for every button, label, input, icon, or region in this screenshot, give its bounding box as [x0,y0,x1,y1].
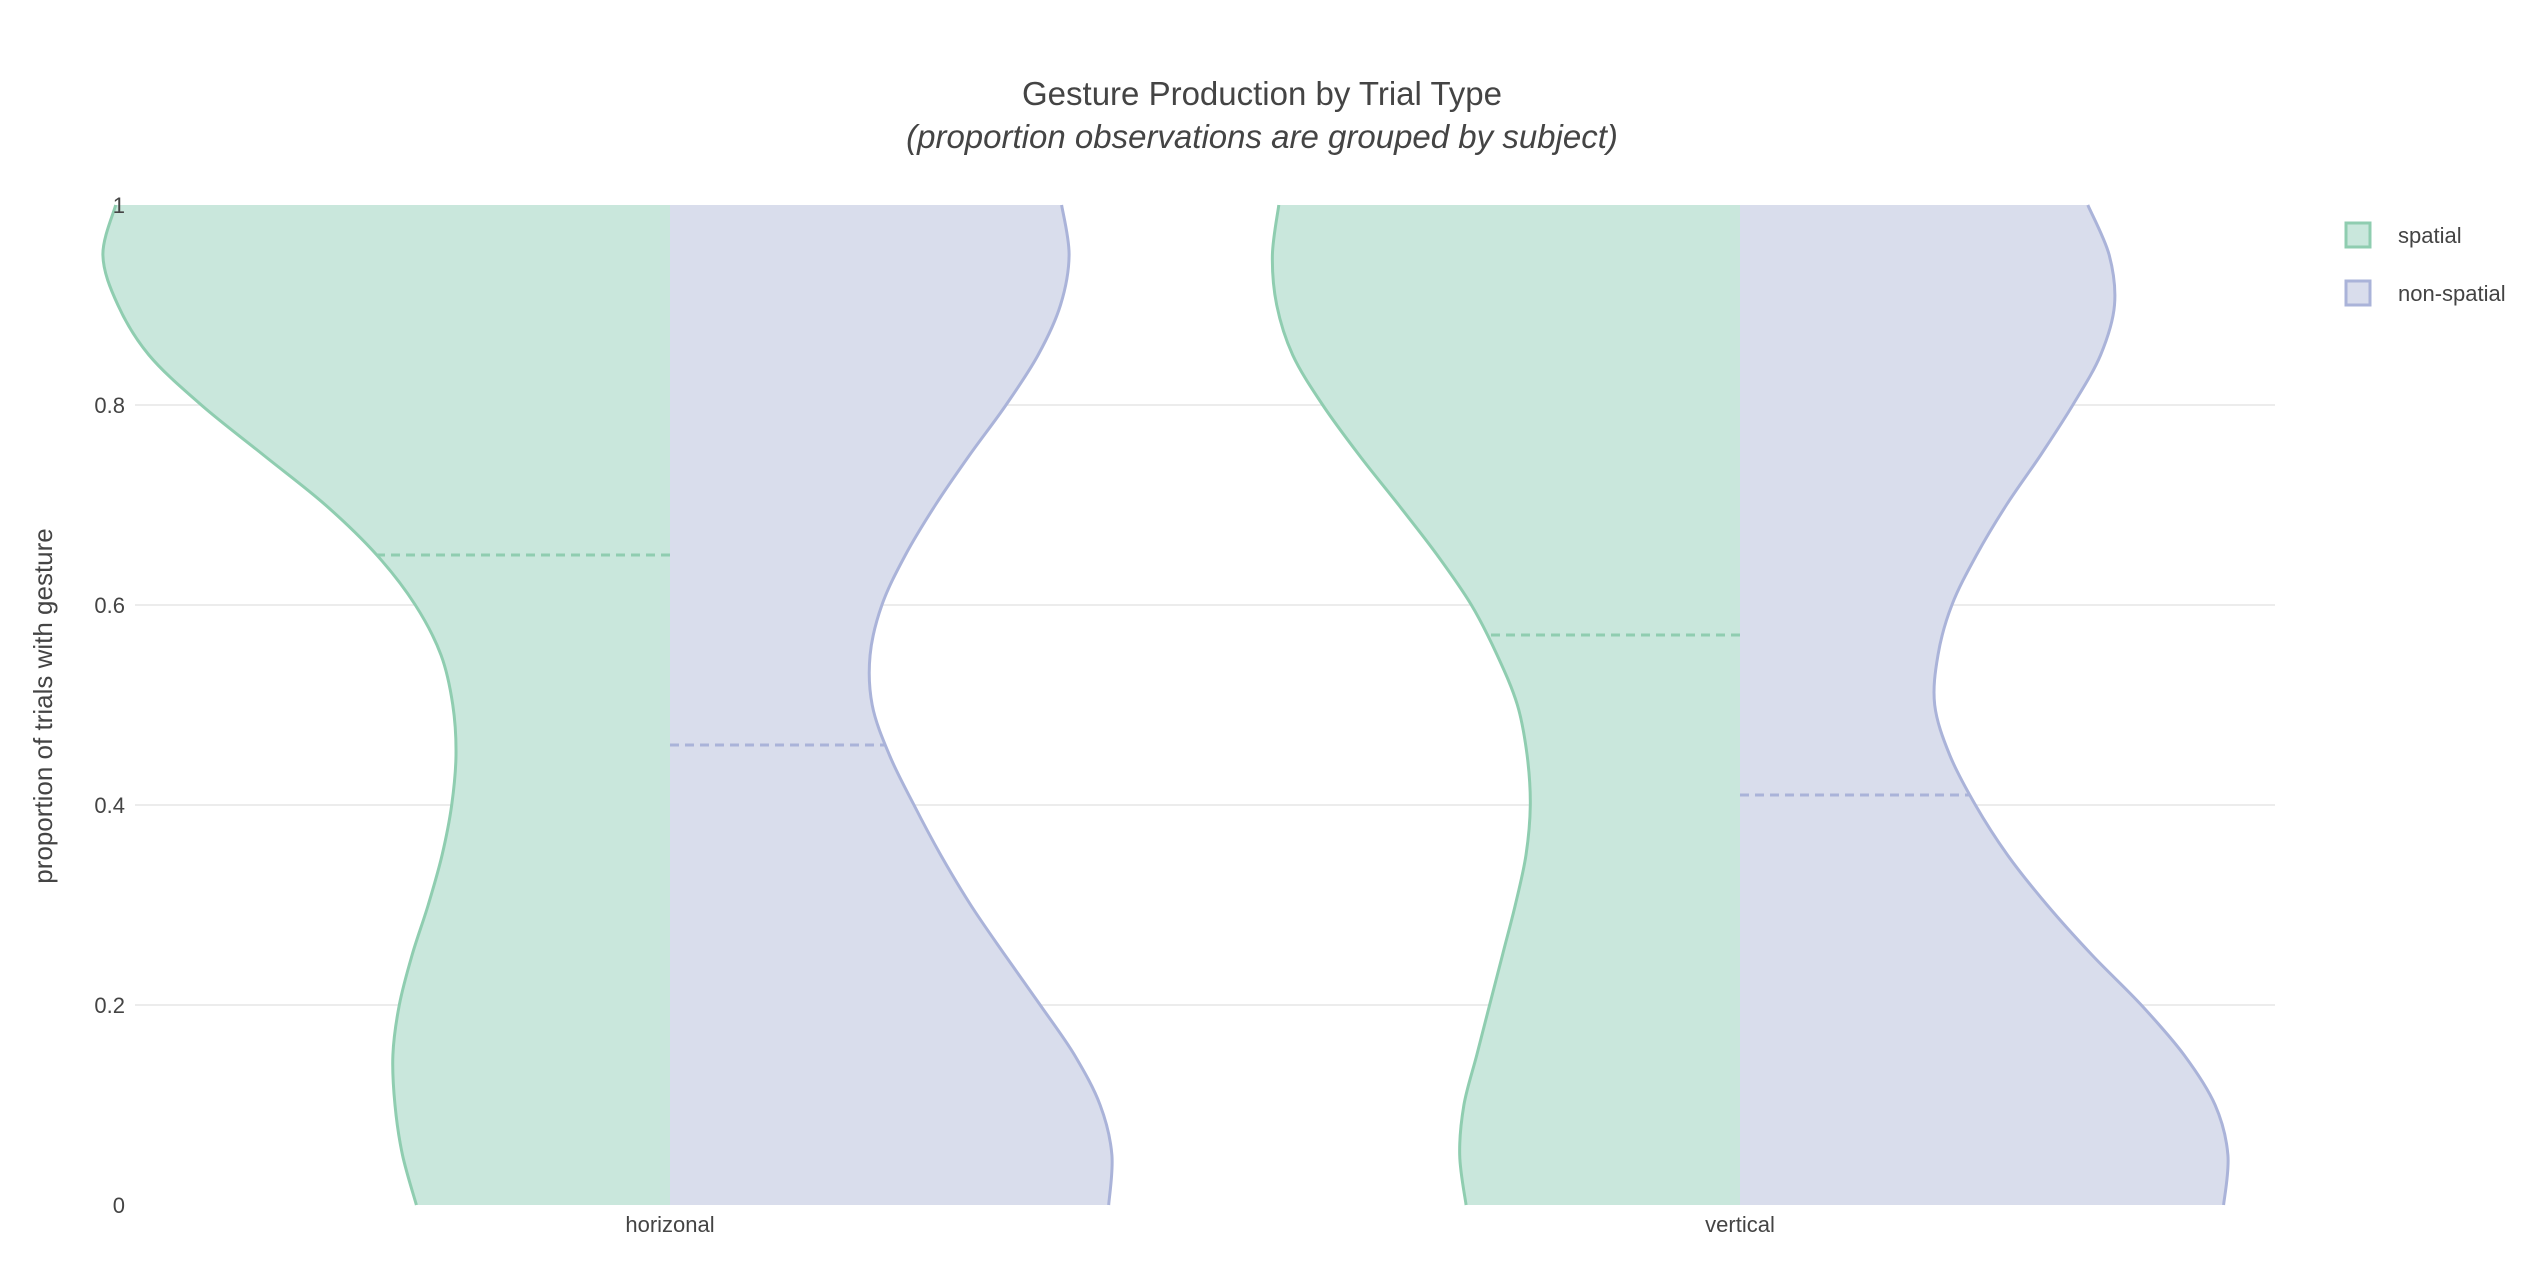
violin-fill-non-spatial-1 [1740,205,2229,1205]
y-axis-label: proportion of trials with gesture [28,528,58,884]
violin-fill-spatial-0 [102,205,670,1205]
y-tick-label: 0.8 [94,393,125,418]
legend: spatial non-spatial [2344,221,2506,307]
violins [101,204,2230,1206]
y-tick-label: 0 [113,1193,125,1218]
y-axis-ticks: 0 0.2 0.4 0.6 0.8 1 [94,193,125,1218]
violin-fill-spatial-1 [1272,205,1740,1205]
x-axis-ticks: horizonal vertical [625,1212,1774,1237]
x-tick-label: vertical [1705,1212,1775,1237]
y-tick-label: 0.6 [94,593,125,618]
violin-fill-non-spatial-0 [670,205,1113,1205]
legend-swatch-non-spatial [2344,279,2372,307]
y-tick-label: 1 [113,193,125,218]
y-tick-label: 0.4 [94,793,125,818]
violin-outline-non-spatial-0 [867,204,1114,1206]
violin-outline-spatial-0 [101,204,458,1206]
violin-outline-non-spatial-1 [1932,204,2230,1206]
median-lines [376,553,1971,797]
y-tick-label: 0.2 [94,993,125,1018]
x-tick-label: horizonal [625,1212,714,1237]
violin-outline-spatial-1 [1270,204,1532,1206]
chart-subtitle: (proportion observations are grouped by … [906,118,1618,155]
chart-title: Gesture Production by Trial Type [1022,75,1502,112]
legend-label-spatial: spatial [2398,223,2462,248]
legend-label-non-spatial: non-spatial [2398,281,2506,306]
legend-swatch-spatial [2344,221,2372,249]
